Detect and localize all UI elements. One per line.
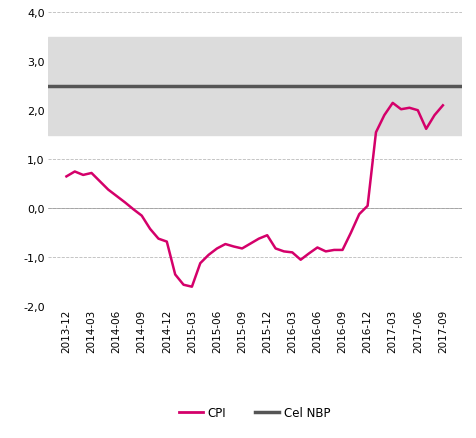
Legend: CPI, Cel NBP: CPI, Cel NBP: [174, 402, 335, 424]
Bar: [48, 38, 462, 135]
